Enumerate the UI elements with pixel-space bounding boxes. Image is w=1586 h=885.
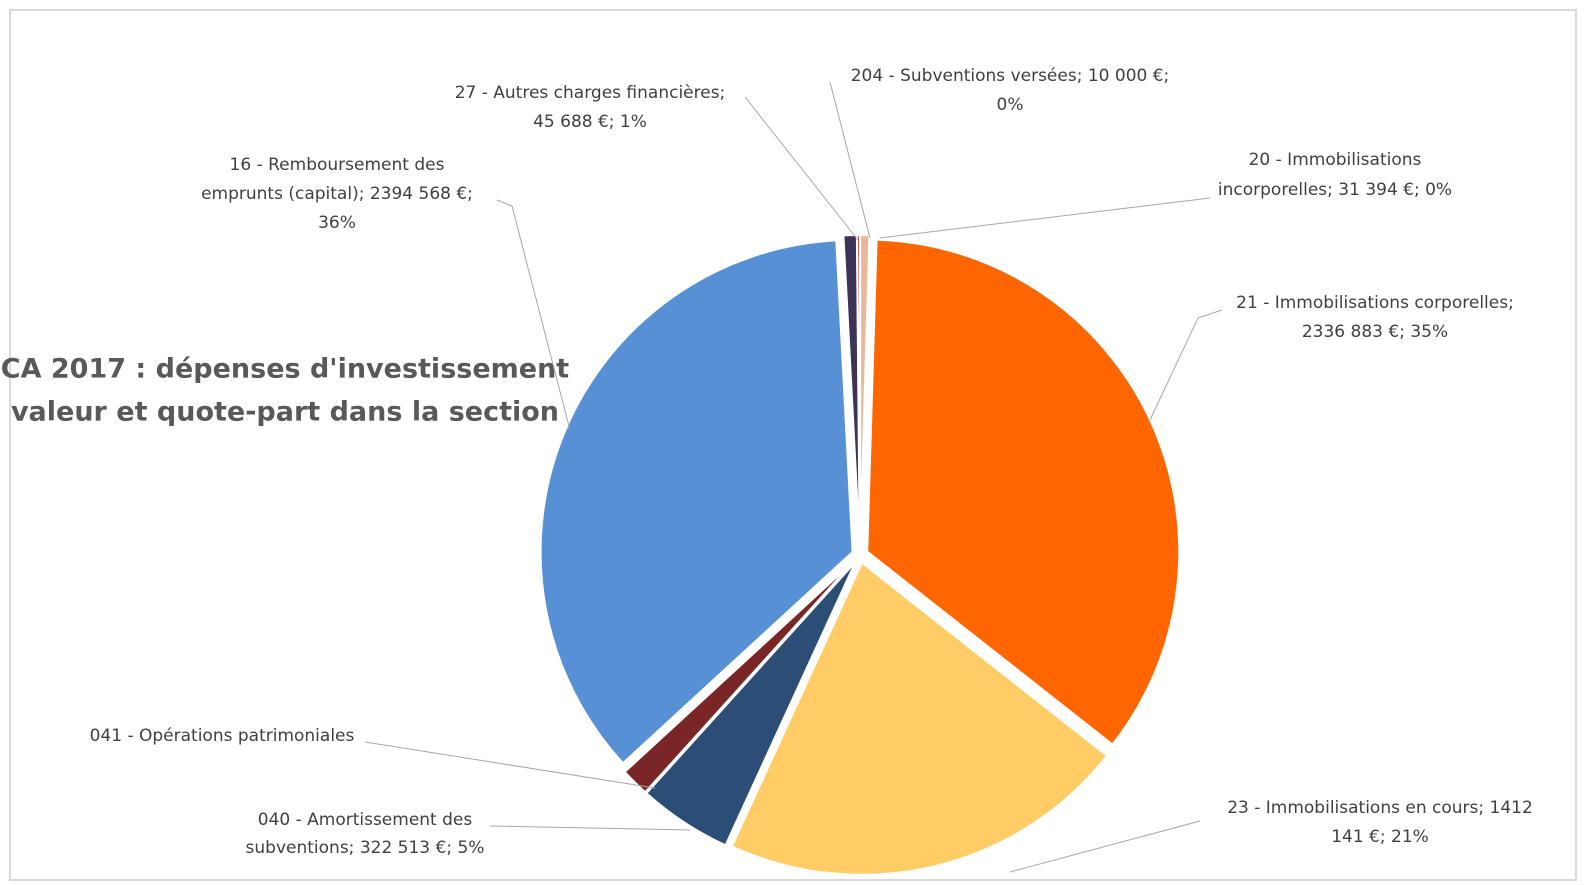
pie-slice [645,561,857,847]
data-label: 20 - Immobilisations [1249,150,1422,170]
pie-slice [539,239,854,765]
leader-line [364,741,656,789]
chart-title: valeur et quote-part dans la section [11,397,559,428]
pie-slice [623,559,856,794]
leader-line [1149,309,1223,421]
pie-slice [730,561,1109,876]
data-label: subventions; 322 513 €; 5% [246,838,485,858]
leader-line [489,825,691,831]
leader-line [744,96,859,241]
data-label: 041 - Opérations patrimoniales [90,726,355,746]
data-label: 27 - Autres charges financières; [455,83,726,103]
chart-title: CA 2017 : dépenses d'investissement [1,354,570,385]
data-label: 141 €; 21% [1331,827,1429,847]
data-label: emprunts (capital); 2394 568 €; [201,184,473,204]
leader-line [829,81,871,239]
data-label: incorporelles; 31 394 €; 0% [1218,180,1452,200]
data-label: 2336 883 €; 35% [1302,322,1448,342]
leader-line [879,197,1211,239]
data-label: 0% [997,95,1024,115]
data-label: 36% [318,213,356,233]
data-label: 040 - Amortissement des [258,810,473,830]
data-label: 21 - Immobilisations corporelles; [1236,293,1514,313]
data-label: 23 - Immobilisations en cours; 1412 [1227,798,1533,818]
data-label: 16 - Remboursement des [230,155,445,175]
data-label: 45 688 €; 1% [533,112,647,132]
leader-line [1009,820,1201,873]
data-label: 204 - Subventions versées; 10 000 €; [851,66,1170,86]
leader-line [496,199,571,431]
